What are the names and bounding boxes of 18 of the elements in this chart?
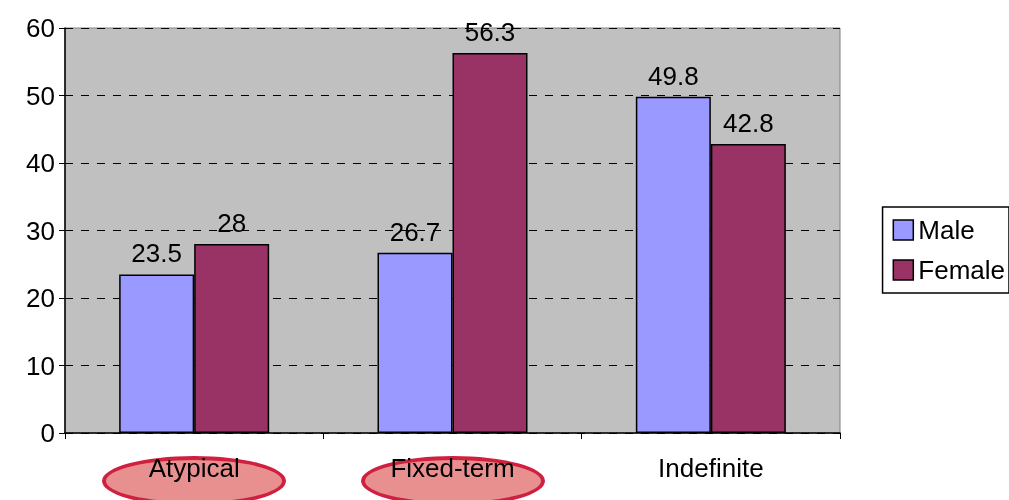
data-label: 23.5 bbox=[131, 238, 182, 269]
x-tick-label: Fixed-term bbox=[390, 453, 515, 483]
data-label: 26.7 bbox=[389, 216, 441, 247]
data-label: 28 bbox=[217, 208, 247, 238]
data-label: 49.8 bbox=[648, 60, 699, 91]
y-tick-label: 40 bbox=[26, 148, 55, 178]
y-tick-label: 50 bbox=[26, 80, 55, 111]
legend-label: Male bbox=[918, 215, 975, 245]
y-tick-label: 20 bbox=[26, 283, 55, 313]
y-tick-label: 30 bbox=[26, 215, 55, 246]
x-tick-label: Indefinite bbox=[658, 453, 764, 483]
x-tick-label: Atypical bbox=[148, 453, 240, 483]
y-tick-label: 0 bbox=[40, 418, 55, 448]
legend-label: Female bbox=[918, 255, 1006, 285]
y-tick-label: 60 bbox=[26, 13, 55, 43]
data-label: 56.3 bbox=[464, 16, 516, 47]
data-label: 42.8 bbox=[723, 108, 774, 139]
y-tick-label: 10 bbox=[26, 350, 55, 381]
